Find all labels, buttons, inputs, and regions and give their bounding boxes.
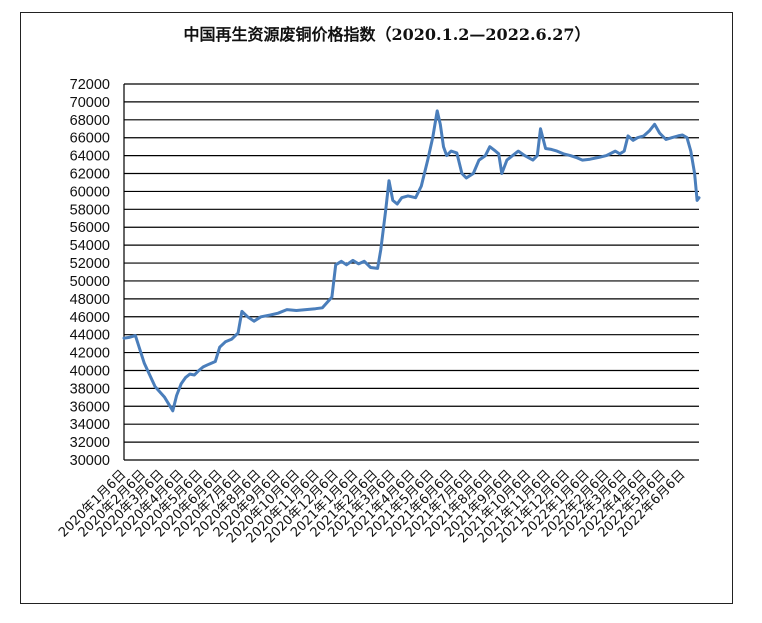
x-axis-ticks: 2020年1月6日2020年2月6日2020年3月6日2020年4月6日2020… bbox=[56, 467, 688, 546]
chart-frame: 中国再生资源废铜价格指数（2020.1.2—2022.6.27） 72000 70… bbox=[20, 12, 733, 604]
y-tick-label: 72000 bbox=[70, 77, 110, 93]
y-tick-label: 66000 bbox=[70, 131, 110, 147]
y-tick-label: 32000 bbox=[70, 435, 110, 451]
chart-title: 中国再生资源废铜价格指数（2020.1.2—2022.6.27） bbox=[183, 25, 590, 44]
y-tick-label: 58000 bbox=[70, 202, 110, 218]
y-tick-label: 34000 bbox=[70, 417, 110, 433]
y-tick-label: 62000 bbox=[70, 167, 110, 183]
y-tick-label: 68000 bbox=[70, 113, 110, 129]
line-chart: 中国再生资源废铜价格指数（2020.1.2—2022.6.27） 72000 70… bbox=[56, 25, 701, 546]
y-tick-label: 70000 bbox=[70, 95, 110, 111]
y-tick-label: 48000 bbox=[70, 292, 110, 308]
y-tick-label: 46000 bbox=[70, 310, 110, 326]
y-tick-label: 38000 bbox=[70, 381, 110, 397]
series-layer bbox=[122, 109, 701, 413]
gridlines bbox=[123, 83, 699, 461]
y-tick-label: 30000 bbox=[70, 453, 110, 469]
y-tick-label: 52000 bbox=[70, 256, 110, 272]
y-tick-label: 36000 bbox=[70, 399, 110, 415]
y-tick-label: 42000 bbox=[70, 346, 110, 362]
y-tick-label: 44000 bbox=[70, 328, 110, 344]
y-tick-label: 54000 bbox=[70, 238, 110, 254]
y-tick-label: 40000 bbox=[70, 363, 110, 379]
y-tick-label: 64000 bbox=[70, 149, 110, 165]
y-tick-label: 50000 bbox=[70, 274, 110, 290]
series-line bbox=[122, 109, 701, 413]
y-tick-label: 60000 bbox=[70, 184, 110, 200]
y-tick-label: 56000 bbox=[70, 220, 110, 236]
